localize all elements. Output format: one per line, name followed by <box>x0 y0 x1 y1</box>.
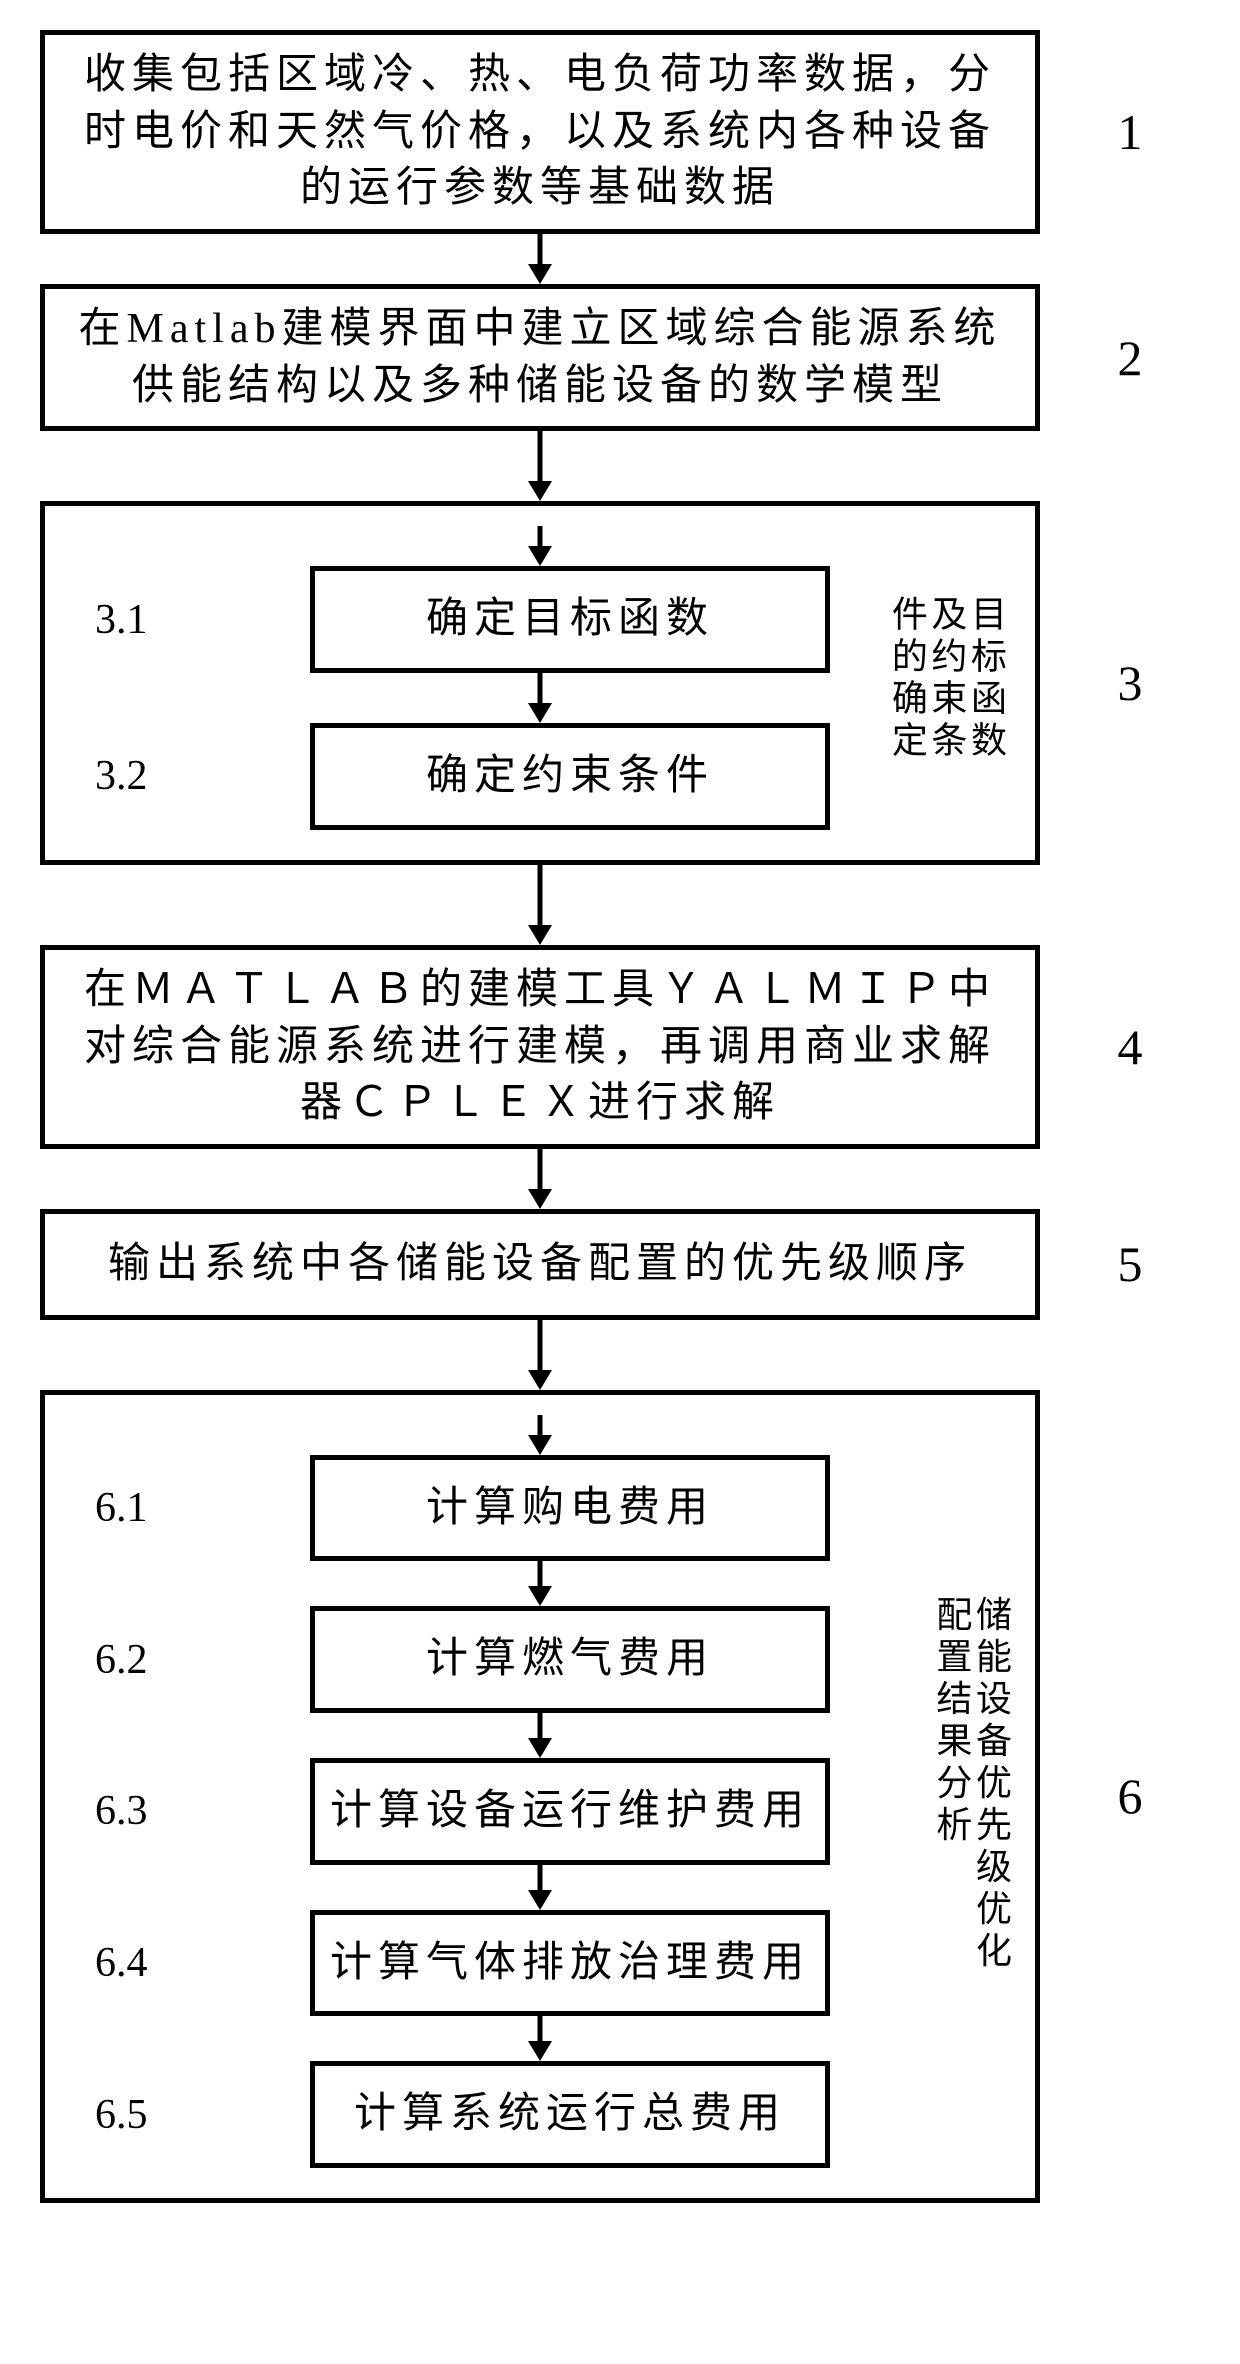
arrow-icon <box>40 1320 1040 1390</box>
step-6-2-row: 6.2 计算燃气费用 <box>65 1606 1015 1713</box>
step-6-4-box: 计算气体排放治理费用 <box>310 1910 830 2017</box>
arrow-icon <box>40 1149 1040 1209</box>
step-3-1-number: 3.1 <box>65 596 245 644</box>
step-4-number: 4 <box>1040 1018 1190 1076</box>
step-4-row: 在ＭＡＴＬＡＢ的建模工具ＹＡＬＭＩＰ中对综合能源系统进行建模，再调用商业求解器Ｃ… <box>40 945 1200 1149</box>
step-5-row: 输出系统中各储能设备配置的优先级顺序 5 <box>40 1209 1200 1320</box>
step-5-box: 输出系统中各储能设备配置的优先级顺序 <box>40 1209 1040 1320</box>
step-6-number: 6 <box>1040 1767 1190 1825</box>
step-6-vertical-label: 储能设备优先级优化配置结果分析 <box>931 1595 1010 1997</box>
step-6-4-number: 6.4 <box>65 1939 245 1987</box>
arrow-icon <box>40 234 1040 284</box>
step-6-1-row: 6.1 计算购电费用 <box>65 1455 1015 1562</box>
step-5-number: 5 <box>1040 1235 1190 1293</box>
flowchart: 收集包括区域冷、热、电负荷功率数据，分时电价和天然气价格，以及系统内各种设备的运… <box>40 30 1200 2203</box>
step-6-3-row: 6.3 计算设备运行维护费用 <box>65 1758 1015 1865</box>
step-3-vertical-label: 目标函数及约束条件的确定 <box>886 595 1005 772</box>
step-6-2-box: 计算燃气费用 <box>310 1606 830 1713</box>
step-1-box: 收集包括区域冷、热、电负荷功率数据，分时电价和天然气价格，以及系统内各种设备的运… <box>40 30 1040 234</box>
arrow-icon <box>65 526 1015 566</box>
step-6-1-number: 6.1 <box>65 1484 245 1532</box>
step-1-row: 收集包括区域冷、热、电负荷功率数据，分时电价和天然气价格，以及系统内各种设备的运… <box>40 30 1200 234</box>
step-1-number: 1 <box>1040 103 1190 161</box>
step-2-box: 在Matlab建模界面中建立区域综合能源系统供能结构以及多种储能设备的数学模型 <box>40 284 1040 431</box>
arrow-icon <box>65 1561 1015 1606</box>
arrow-icon <box>40 865 1040 945</box>
step-6-1-box: 计算购电费用 <box>310 1455 830 1562</box>
step-3-1-row: 3.1 确定目标函数 <box>65 566 1015 673</box>
step-3-2-box: 确定约束条件 <box>310 723 830 830</box>
step-3-row: 3.1 确定目标函数 3.2 确定约束条件 目标函数及约束条件的确 <box>40 501 1200 864</box>
step-6-row: 6.1 计算购电费用 6.2 计算燃气费用 6.3 计算设备 <box>40 1390 1200 2203</box>
step-3-number: 3 <box>1040 654 1190 712</box>
step-3-2-row: 3.2 确定约束条件 <box>65 723 1015 830</box>
step-3-1-box: 确定目标函数 <box>310 566 830 673</box>
step-6-3-number: 6.3 <box>65 1787 245 1835</box>
step-6-4-row: 6.4 计算气体排放治理费用 <box>65 1910 1015 2017</box>
arrow-icon <box>65 1713 1015 1758</box>
step-6-3-box: 计算设备运行维护费用 <box>310 1758 830 1865</box>
step-6-5-number: 6.5 <box>65 2091 245 2139</box>
arrow-icon <box>65 2016 1015 2061</box>
step-6-group: 6.1 计算购电费用 6.2 计算燃气费用 6.3 计算设备 <box>40 1390 1040 2203</box>
step-3-2-number: 3.2 <box>65 752 245 800</box>
arrow-icon <box>65 673 1015 723</box>
arrow-icon <box>65 1415 1015 1455</box>
step-6-5-row: 6.5 计算系统运行总费用 <box>65 2061 1015 2168</box>
step-2-number: 2 <box>1040 329 1190 387</box>
step-6-2-number: 6.2 <box>65 1636 245 1684</box>
step-2-row: 在Matlab建模界面中建立区域综合能源系统供能结构以及多种储能设备的数学模型 … <box>40 284 1200 431</box>
step-4-box: 在ＭＡＴＬＡＢ的建模工具ＹＡＬＭＩＰ中对综合能源系统进行建模，再调用商业求解器Ｃ… <box>40 945 1040 1149</box>
step-6-5-box: 计算系统运行总费用 <box>310 2061 830 2168</box>
arrow-icon <box>40 431 1040 501</box>
arrow-icon <box>65 1865 1015 1910</box>
step-3-group: 3.1 确定目标函数 3.2 确定约束条件 目标函数及约束条件的确 <box>40 501 1040 864</box>
